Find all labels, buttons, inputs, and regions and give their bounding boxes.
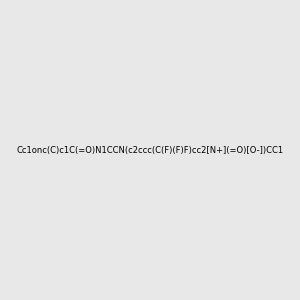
Text: Cc1onc(C)c1C(=O)N1CCN(c2ccc(C(F)(F)F)cc2[N+](=O)[O-])CC1: Cc1onc(C)c1C(=O)N1CCN(c2ccc(C(F)(F)F)cc2… — [16, 146, 283, 154]
